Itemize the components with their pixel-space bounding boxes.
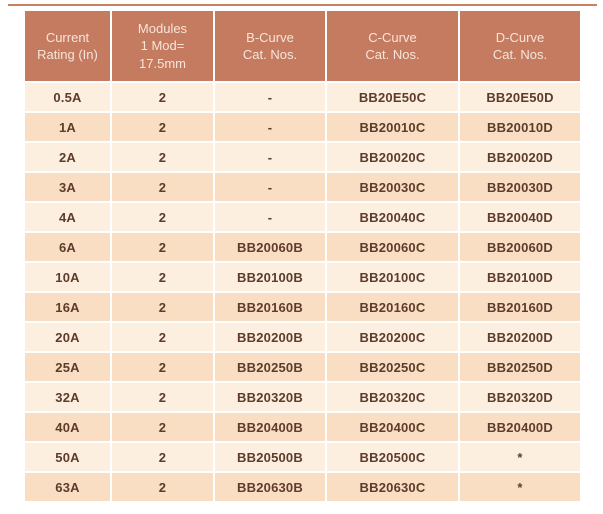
table-row: 2A 2- BB20020C BB20020D bbox=[25, 141, 580, 171]
table-cell: BB20010C bbox=[327, 111, 460, 141]
table-row: 0.5A 2- BB20E50C BB20E50D bbox=[25, 81, 580, 111]
column-header-b-curve: B-Curve Cat. Nos. bbox=[215, 11, 327, 81]
table-cell: 2 bbox=[112, 471, 215, 501]
table-cell: BB20250C bbox=[327, 351, 460, 381]
table-cell: 2 bbox=[112, 411, 215, 441]
table-cell: BB20020D bbox=[460, 141, 580, 171]
table-cell: BB20160D bbox=[460, 291, 580, 321]
table-row: 1A 2- BB20010C BB20010D bbox=[25, 111, 580, 141]
table-cell: BB20060C bbox=[327, 231, 460, 261]
table-cell: BB20320D bbox=[460, 381, 580, 411]
table-cell: BB20160B bbox=[215, 291, 327, 321]
table-row: 63A 2 BB20630B BB20630C * bbox=[25, 471, 580, 501]
table-cell: 20A bbox=[25, 321, 112, 351]
table-cell: - bbox=[215, 201, 327, 231]
table-cell: BB20060D bbox=[460, 231, 580, 261]
table-cell: BB20200D bbox=[460, 321, 580, 351]
table-cell: 25A bbox=[25, 351, 112, 381]
table-cell: 10A bbox=[25, 261, 112, 291]
table-cell: BB20500C bbox=[327, 441, 460, 471]
table-cell: - bbox=[215, 111, 327, 141]
table-row: 6A 2 BB20060B BB20060C BB20060D bbox=[25, 231, 580, 261]
top-divider-rule bbox=[8, 4, 597, 6]
table-cell: BB20100C bbox=[327, 261, 460, 291]
table-cell: 2 bbox=[112, 261, 215, 291]
table-cell: BB20200B bbox=[215, 321, 327, 351]
catalog-table: Current Rating (In) Modules 1 Mod= 17.5m… bbox=[25, 11, 580, 501]
table-cell: BB20010D bbox=[460, 111, 580, 141]
table-cell: BB20200C bbox=[327, 321, 460, 351]
table-cell: 2 bbox=[112, 321, 215, 351]
table-cell: 2 bbox=[112, 441, 215, 471]
table-cell: - bbox=[215, 171, 327, 201]
table-body: 0.5A 2- BB20E50C BB20E50D 1A 2- BB20010C BB2001… bbox=[25, 81, 580, 501]
table-cell: BB20400C bbox=[327, 411, 460, 441]
table-cell: 63A bbox=[25, 471, 112, 501]
table-cell: 2 bbox=[112, 381, 215, 411]
table-cell: 2 bbox=[112, 351, 215, 381]
table-row: 50A 2 BB20500B BB20500C * bbox=[25, 441, 580, 471]
table-row: 4A 2- BB20040C BB20040D bbox=[25, 201, 580, 231]
table-cell: 2 bbox=[112, 81, 215, 111]
table-cell: BB20250B bbox=[215, 351, 327, 381]
table-cell: 3A bbox=[25, 171, 112, 201]
table-cell: 2 bbox=[112, 141, 215, 171]
table-cell: 16A bbox=[25, 291, 112, 321]
table-cell: 2 bbox=[112, 231, 215, 261]
table-cell: 32A bbox=[25, 381, 112, 411]
table-cell: 2A bbox=[25, 141, 112, 171]
table-row: 20A 2 BB20200B BB20200C BB20200D bbox=[25, 321, 580, 351]
table-row: 25A 2 BB20250B BB20250C BB20250D bbox=[25, 351, 580, 381]
table-cell: 50A bbox=[25, 441, 112, 471]
table-cell: BB20630B bbox=[215, 471, 327, 501]
table-cell: - bbox=[215, 141, 327, 171]
table-cell: 2 bbox=[112, 171, 215, 201]
table-row: 32A 2 BB20320B BB20320C BB20320D bbox=[25, 381, 580, 411]
table-row: 16A 2 BB20160B BB20160C BB20160D bbox=[25, 291, 580, 321]
table-cell: BB20100B bbox=[215, 261, 327, 291]
table-row: 40A 2 BB20400B BB20400C BB20400D bbox=[25, 411, 580, 441]
table-cell: 4A bbox=[25, 201, 112, 231]
table-cell: BB20040C bbox=[327, 201, 460, 231]
table-cell: 1A bbox=[25, 111, 112, 141]
header-row: Current Rating (In) Modules 1 Mod= 17.5m… bbox=[25, 11, 580, 81]
table-cell: BB20320C bbox=[327, 381, 460, 411]
table-row: 10A 2 BB20100B BB20100C BB20100D bbox=[25, 261, 580, 291]
table-cell: BB20400B bbox=[215, 411, 327, 441]
table-cell: * bbox=[460, 441, 580, 471]
table-cell: BB20100D bbox=[460, 261, 580, 291]
table-cell: BB20060B bbox=[215, 231, 327, 261]
column-header-d-curve: D-Curve Cat. Nos. bbox=[460, 11, 580, 81]
table-cell: BB20250D bbox=[460, 351, 580, 381]
table-header: Current Rating (In) Modules 1 Mod= 17.5m… bbox=[25, 11, 580, 81]
table-cell: 2 bbox=[112, 201, 215, 231]
table-cell: BB20E50C bbox=[327, 81, 460, 111]
table-cell: BB20040D bbox=[460, 201, 580, 231]
table-cell: * bbox=[460, 471, 580, 501]
column-header-current-rating: Current Rating (In) bbox=[25, 11, 112, 81]
column-header-modules: Modules 1 Mod= 17.5mm bbox=[112, 11, 215, 81]
table-cell: BB20E50D bbox=[460, 81, 580, 111]
table-cell: BB20020C bbox=[327, 141, 460, 171]
table-cell: BB20320B bbox=[215, 381, 327, 411]
column-header-c-curve: C-Curve Cat. Nos. bbox=[327, 11, 460, 81]
table-cell: 2 bbox=[112, 111, 215, 141]
table-cell: 6A bbox=[25, 231, 112, 261]
table-cell: - bbox=[215, 81, 327, 111]
table-cell: BB20160C bbox=[327, 291, 460, 321]
table-row: 3A 2- BB20030C BB20030D bbox=[25, 171, 580, 201]
table-cell: BB20630C bbox=[327, 471, 460, 501]
table-cell: BB20030D bbox=[460, 171, 580, 201]
table-cell: BB20500B bbox=[215, 441, 327, 471]
table-cell: BB20030C bbox=[327, 171, 460, 201]
table-cell: 2 bbox=[112, 291, 215, 321]
table-cell: 0.5A bbox=[25, 81, 112, 111]
table-cell: 40A bbox=[25, 411, 112, 441]
table-cell: BB20400D bbox=[460, 411, 580, 441]
